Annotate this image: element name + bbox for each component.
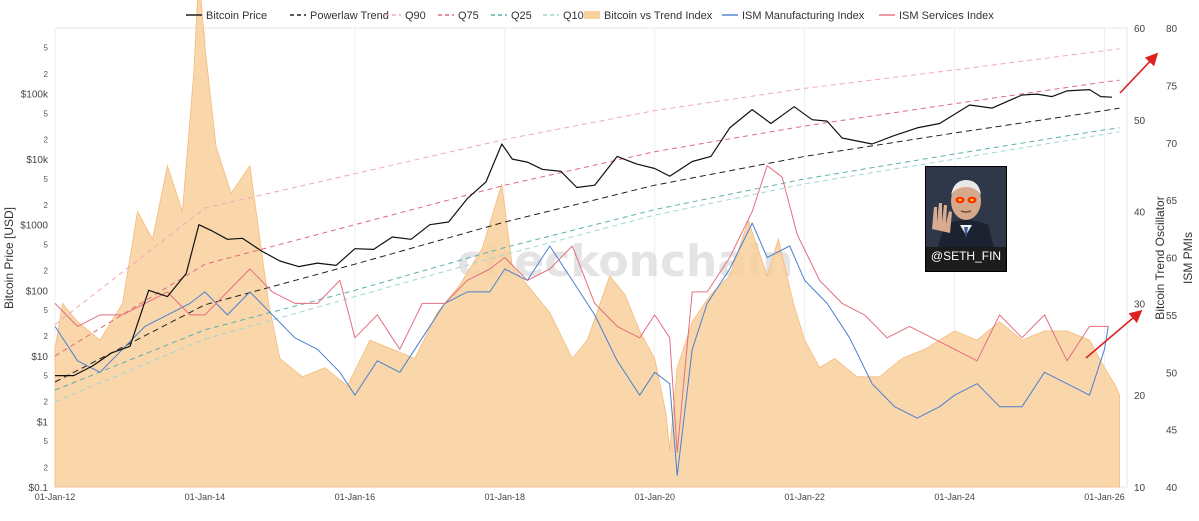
y-ism-tick-label: 50 [1166, 368, 1178, 379]
profile-photo [926, 167, 1006, 247]
y-left-minor-tick: 5 [44, 44, 49, 53]
y-left-minor-tick: 2 [44, 201, 49, 210]
price-layer [55, 89, 1113, 377]
y-left-tick-label: $10 [31, 352, 48, 363]
ism-layer [54, 165, 1109, 476]
series-q90 [54, 48, 1120, 325]
y-osc-tick-label: 60 [1134, 24, 1146, 35]
x-tick-label: 01-Jan-16 [335, 492, 376, 502]
y-ism-tick-label: 40 [1166, 483, 1178, 494]
y-left-tick-label: $100k [21, 90, 49, 101]
y-left-minor-tick: 2 [44, 332, 49, 341]
annotation-arrows [1085, 52, 1159, 359]
y-ism-tick-label: 75 [1166, 81, 1178, 92]
legend-label: ISM Manufacturing Index [742, 10, 865, 22]
y-left-tick-label: $0.1 [29, 483, 49, 494]
x-tick-label: 01-Jan-22 [784, 492, 825, 502]
y-osc-tick-label: 20 [1134, 391, 1146, 402]
y-left-tick-label: $1 [37, 417, 49, 428]
y-left-minor-tick: 2 [44, 135, 49, 144]
series-q75 [54, 79, 1120, 357]
legend: Bitcoin Price Powerlaw Trend Q90 Q75 Q25 Q10 B… [186, 10, 994, 22]
y-left-tick-label: $10k [26, 155, 49, 166]
legend-label: Bitcoin Price [206, 10, 267, 22]
x-tick-label: 01-Jan-18 [485, 492, 526, 502]
series-q10 [54, 131, 1120, 403]
legend-label: ISM Services Index [899, 10, 994, 22]
y-ism-tick-label: 45 [1166, 426, 1178, 437]
price-arrow [1119, 52, 1159, 94]
y-left-minor-tick: 2 [44, 398, 49, 407]
y-ism-tick-label: 55 [1166, 311, 1178, 322]
y-ism-tick-label: 70 [1166, 139, 1178, 150]
x-tick-label: 01-Jan-24 [934, 492, 975, 502]
legend-label: Bitcoin vs Trend Index [604, 10, 713, 22]
series-ism-manufacturing-index [54, 222, 1109, 476]
y-left-minor-tick: 5 [44, 437, 49, 446]
y-osc-tick-label: 40 [1134, 208, 1146, 219]
y-left-minor-tick: 5 [44, 306, 49, 315]
y-left-minor-tick: 2 [44, 267, 49, 276]
y-right1-label: Bitcoin Trend Oscillator [1153, 196, 1167, 319]
y-left-label: Bitcoin Price [USD] [2, 207, 16, 309]
series-powerlaw-trend [54, 107, 1120, 383]
y-left-minor-tick: 5 [44, 372, 49, 381]
x-tick-label: 01-Jan-14 [185, 492, 226, 502]
trend-index-area-layer [54, 0, 1120, 488]
legend-label: Q25 [511, 10, 532, 22]
y-osc-tick-label: 10 [1134, 483, 1146, 494]
y-osc-tick-label: 30 [1134, 299, 1146, 310]
y-osc-tick-label: 50 [1134, 116, 1146, 127]
y-left-minor-tick: 5 [44, 109, 49, 118]
x-tick-label: 01-Jan-20 [634, 492, 675, 502]
x-tick-label: 01-Jan-26 [1084, 492, 1125, 502]
y-left-minor-tick: 5 [44, 175, 49, 184]
y-left-minor-tick: 2 [44, 70, 49, 79]
y-left-minor-tick: 2 [44, 463, 49, 472]
y-left-minor-tick: 5 [44, 240, 49, 249]
y-left-tick-label: $1000 [20, 221, 48, 232]
y-left-tick-label: $100 [26, 286, 49, 297]
y-ism-tick-label: 60 [1166, 254, 1178, 265]
ism-arrow [1085, 309, 1143, 359]
profile-badge: @SETH_FIN [925, 166, 1007, 272]
legend-label: Q75 [458, 10, 479, 22]
axes-layer: 01-Jan-12 01-Jan-14 01-Jan-16 01-Jan-18 01-J… [20, 24, 1177, 502]
avatar [926, 167, 1006, 247]
legend-label: Q90 [405, 10, 426, 22]
legend-swatch [584, 11, 600, 19]
legend-label: Powerlaw Trend [310, 10, 389, 22]
band-layer [54, 48, 1120, 403]
series-bitcoin-vs-trend-index [54, 0, 1120, 488]
y-right2-label: ISM PMIs [1181, 232, 1195, 284]
legend-label: Q10 [563, 10, 584, 22]
x-tick-label: 01-Jan-12 [35, 492, 76, 502]
series-bitcoin-price [55, 89, 1113, 377]
handle-label: @SETH_FIN [930, 249, 1002, 263]
series-ism-services-index [54, 165, 1109, 454]
y-ism-tick-label: 80 [1166, 24, 1178, 35]
y-ism-tick-label: 65 [1166, 196, 1178, 207]
